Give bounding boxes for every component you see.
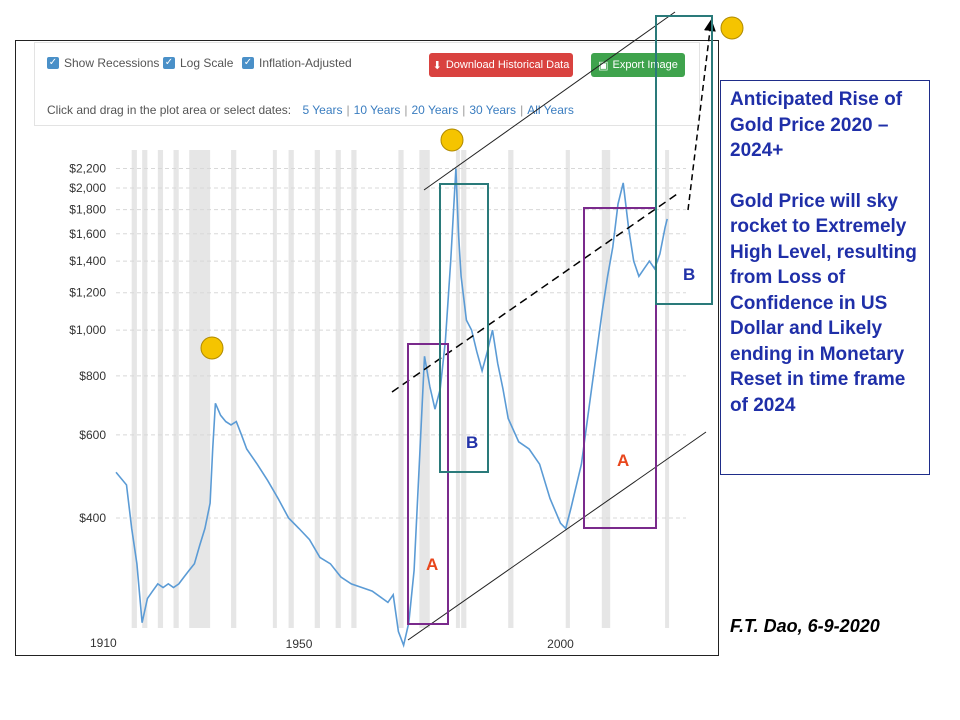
lower-channel-line — [407, 431, 707, 641]
wave-label-b-1: B — [466, 433, 478, 452]
annotation-box: Anticipated Rise of Gold Price 2020 – 20… — [720, 80, 930, 475]
recession-band — [565, 150, 570, 628]
recession-band — [157, 150, 164, 628]
recession-band — [461, 150, 467, 628]
recession-bands — [131, 150, 670, 628]
annotation-body: Gold Price will sky rocket to Extremely … — [730, 190, 917, 416]
recession-band — [231, 150, 237, 628]
y-tick-label: $1,800 — [69, 203, 106, 217]
range-prompt: Click and drag in the plot area or selec… — [47, 103, 292, 117]
range-separator: | — [346, 103, 350, 117]
inflation-adjusted-checkbox[interactable]: ✓ Inflation-Adjusted — [242, 56, 352, 70]
upper-channel-line — [423, 11, 676, 191]
export-image-button[interactable]: ▣ Export Image — [591, 53, 685, 77]
range-separator: | — [520, 103, 524, 117]
y-tick-label: $600 — [79, 428, 106, 442]
x-axis-ticks: 1910 1950 2000 — [90, 636, 574, 651]
recession-band — [351, 150, 357, 628]
wave-a-box-2000s — [583, 207, 657, 529]
y-tick-label: $400 — [79, 511, 106, 525]
y-axis-ticks: $400 $600 $800 $1,000 $1,200 $1,400 $1,600 $1,8… — [69, 161, 106, 525]
recession-band — [419, 150, 430, 628]
show-recessions-label: Show Recessions — [64, 56, 160, 70]
recession-band — [314, 150, 320, 628]
x-tick-label: 2000 — [547, 637, 574, 651]
recession-band — [173, 150, 179, 628]
range-link-20-years[interactable]: 20 Years — [411, 103, 459, 117]
wave-label-b-2: B — [683, 265, 695, 284]
author-credit: F.T. Dao, 6-9-2020 — [730, 616, 880, 636]
peak-marker-1980 — [440, 128, 464, 152]
range-link-all-years[interactable]: All Years — [527, 103, 574, 117]
date-range-selector: Click and drag in the plot area or selec… — [47, 103, 574, 117]
gridlines — [116, 167, 686, 519]
wave-a-box-1970s — [407, 343, 449, 625]
y-tick-label: $1,200 — [69, 286, 106, 300]
show-recessions-checkbox[interactable]: ✓ Show Recessions — [47, 56, 159, 70]
image-icon: ▣ — [598, 59, 609, 72]
recession-band — [189, 150, 211, 628]
range-link-5-years[interactable]: 5 Years — [302, 103, 343, 117]
checkmark-icon: ✓ — [163, 57, 175, 69]
y-tick-label: $800 — [79, 369, 106, 383]
download-button-label: Download Historical Data — [445, 59, 570, 71]
recession-band — [601, 150, 611, 628]
wave-b-box-2020 — [655, 15, 713, 305]
recession-band — [455, 150, 460, 628]
log-scale-checkbox[interactable]: ✓ Log Scale — [163, 56, 233, 70]
recession-band — [288, 150, 294, 628]
range-link-10-years[interactable]: 10 Years — [353, 103, 401, 117]
recession-band — [665, 150, 670, 628]
recession-band — [508, 150, 514, 628]
recession-band — [335, 150, 341, 628]
recession-band — [272, 150, 277, 628]
x-tick-label: 1910 — [90, 636, 117, 650]
wave-label-a-1: A — [426, 555, 438, 574]
y-tick-label: $1,400 — [69, 254, 106, 268]
y-tick-label: $1,000 — [69, 323, 106, 337]
export-button-label: Export Image — [612, 59, 678, 71]
peak-marker-1934 — [200, 336, 224, 360]
recession-band — [398, 150, 404, 628]
range-link-30-years[interactable]: 30 Years — [469, 103, 517, 117]
projected-peak-marker — [720, 16, 744, 40]
wave-b-box-1980 — [439, 183, 489, 473]
projection-arrow — [687, 19, 716, 211]
inflation-adjusted-label: Inflation-Adjusted — [259, 56, 352, 70]
download-icon: ⬇ — [432, 59, 442, 72]
y-tick-label: $2,000 — [69, 181, 106, 195]
wave-label-a-2: A — [617, 451, 629, 470]
range-separator: | — [462, 103, 466, 117]
y-tick-label: $1,600 — [69, 227, 106, 241]
range-separator: | — [404, 103, 408, 117]
download-historical-data-button[interactable]: ⬇ Download Historical Data — [429, 53, 573, 77]
checkmark-icon: ✓ — [47, 57, 59, 69]
x-tick-label: 1950 — [286, 637, 313, 651]
chart-toolbar: ✓ Show Recessions ✓ Log Scale ✓ Inflatio… — [34, 42, 700, 126]
annotation-heading: Anticipated Rise of Gold Price 2020 – 20… — [730, 89, 903, 161]
checkmark-icon: ✓ — [242, 57, 254, 69]
recession-band — [131, 150, 137, 628]
recession-band — [142, 150, 148, 628]
dashed-trend-line — [391, 191, 681, 393]
y-tick-label: $2,200 — [69, 161, 106, 175]
log-scale-label: Log Scale — [180, 56, 234, 70]
